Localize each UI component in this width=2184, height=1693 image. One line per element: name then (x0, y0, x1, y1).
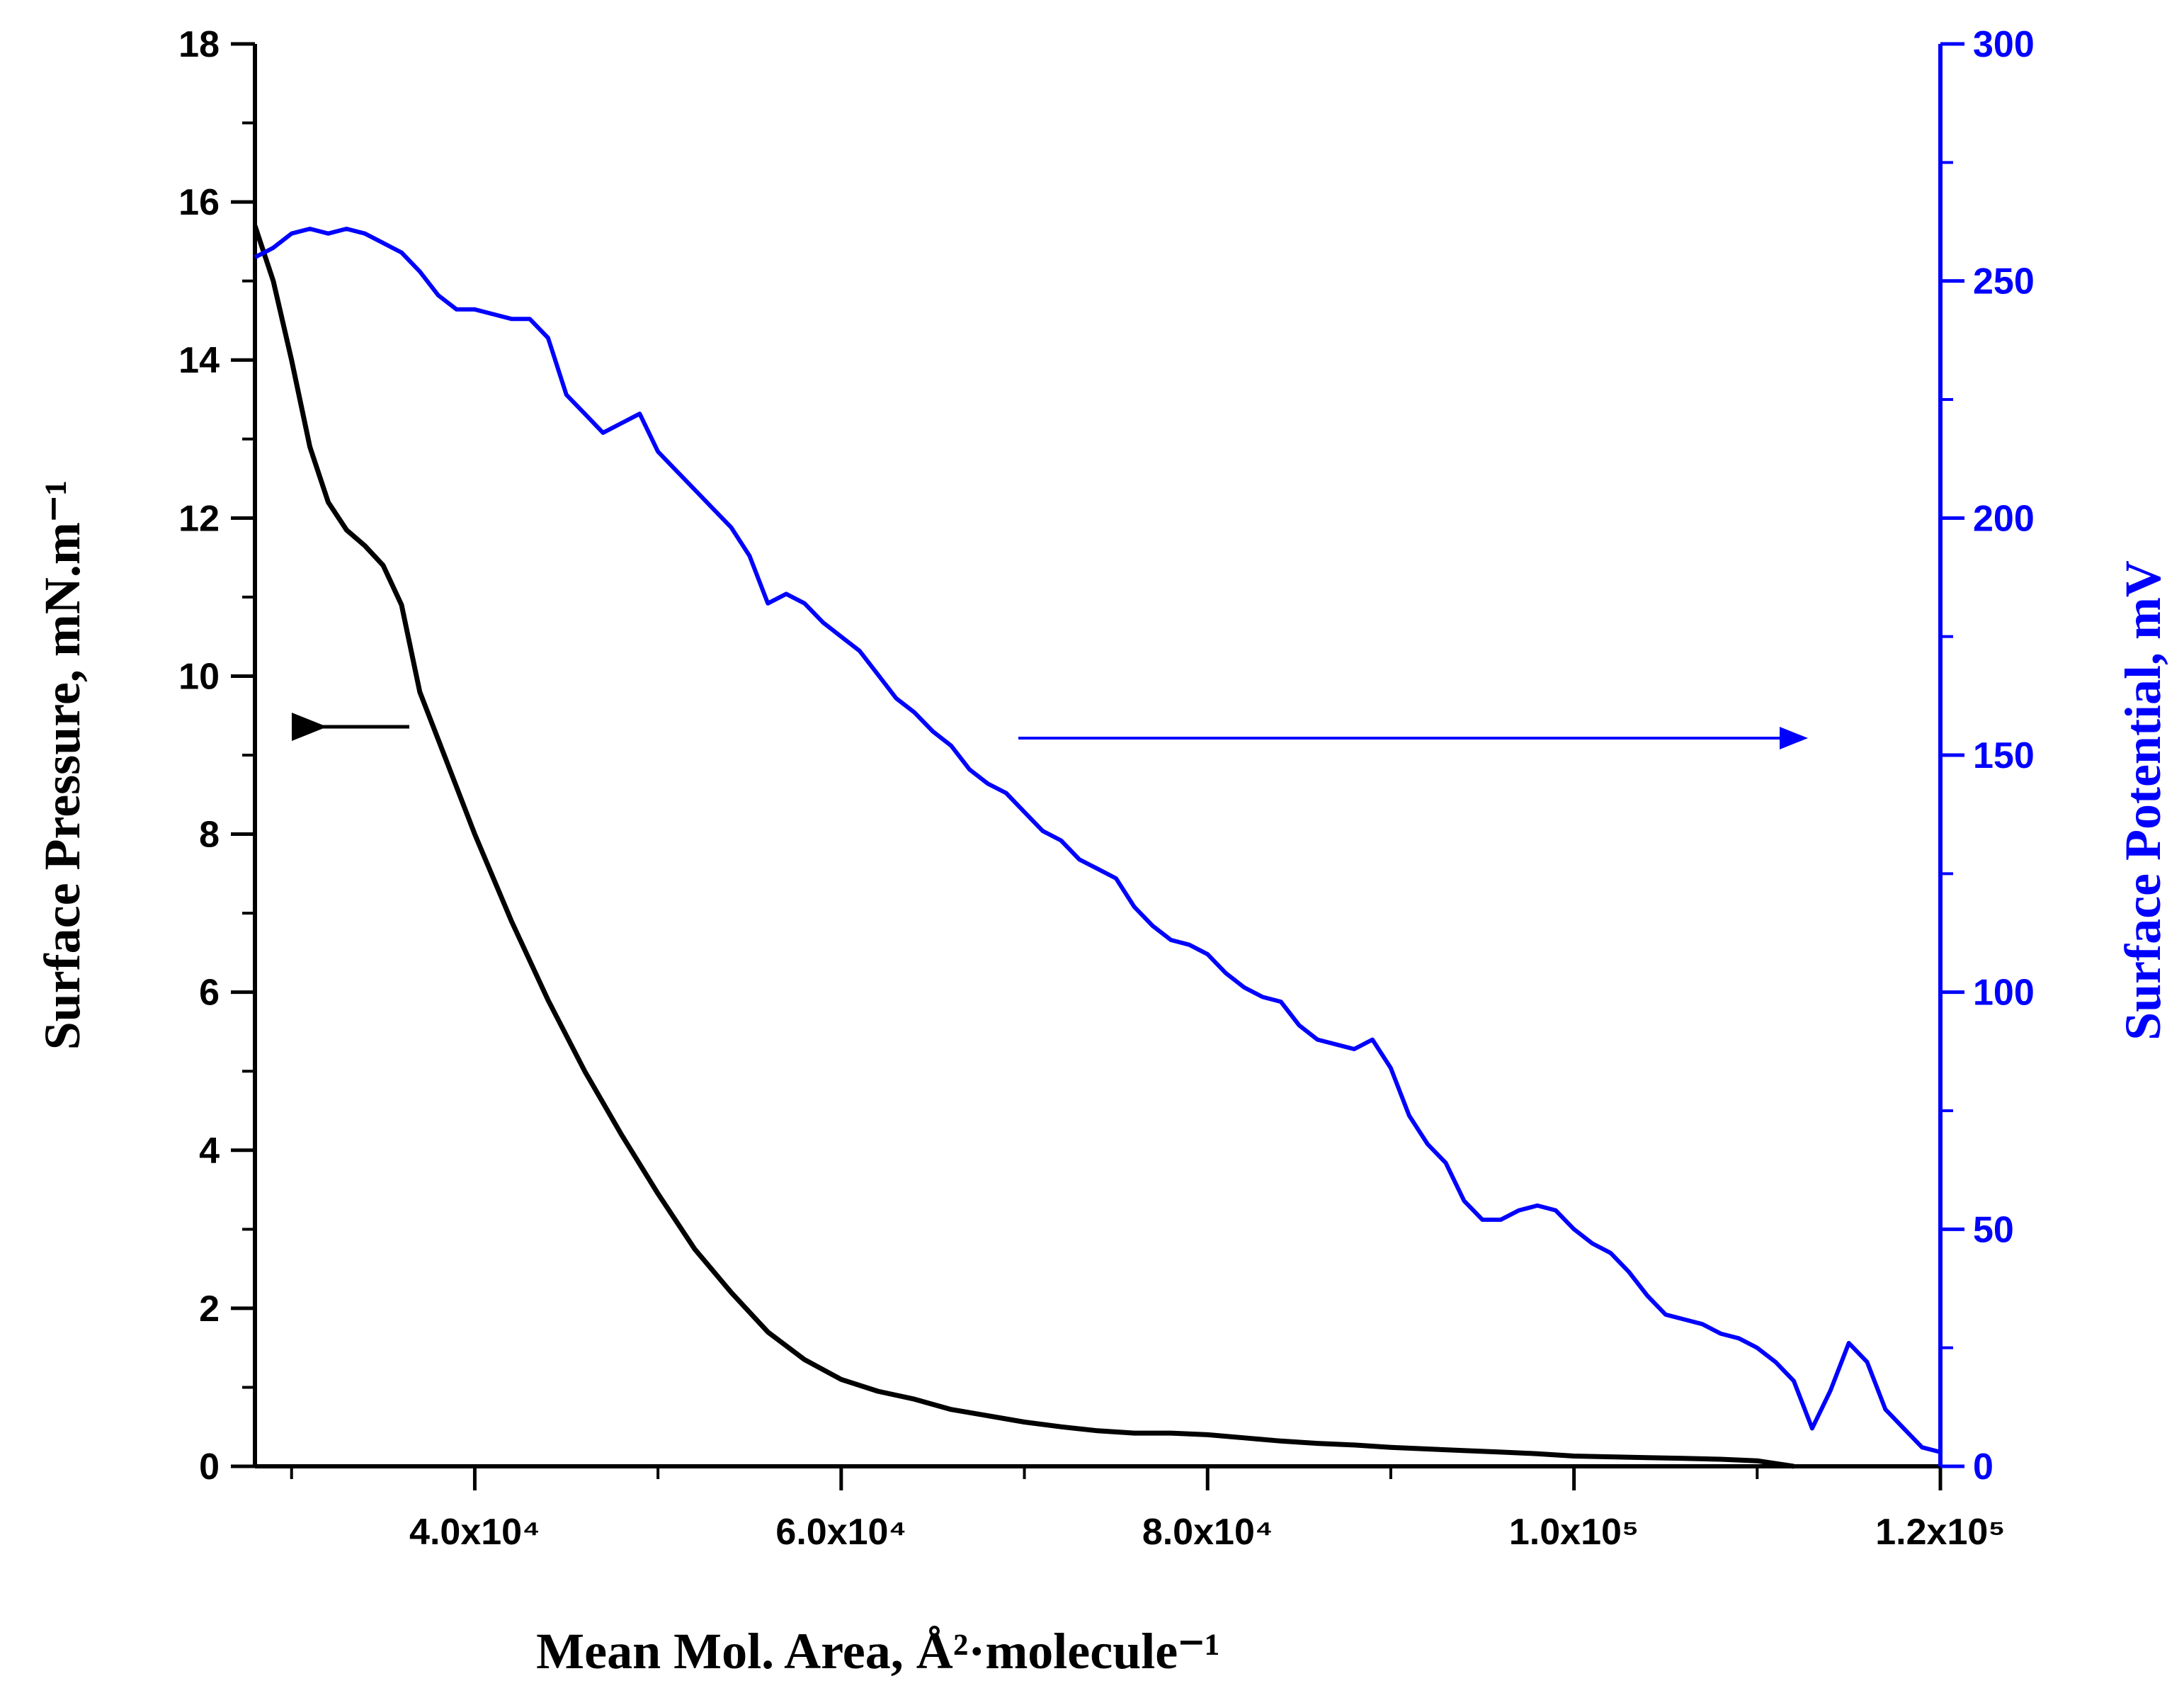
y-left-tick-label: 16 (178, 182, 220, 223)
x-tick-label: 8.0x10⁴ (1142, 1512, 1273, 1553)
y-left-tick-label: 14 (178, 340, 220, 381)
y-right-tick-label: 50 (1973, 1209, 2014, 1250)
x-tick-label: 4.0x10⁴ (409, 1512, 540, 1553)
y-right-tick-label: 150 (1973, 735, 2035, 776)
x-tick-label: 6.0x10⁴ (775, 1512, 906, 1553)
y-left-tick-label: 12 (178, 498, 220, 539)
x-axis-ticks: 4.0x10⁴ 6.0x10⁴ 8.0x10⁴ 1.0x10⁵ 1.2x10⁵ (290, 1466, 2006, 1553)
series-layer (252, 225, 1941, 1469)
right-y-axis-title: Surface Potential, mV (2115, 560, 2171, 1041)
x-axis-title: Mean Mol. Area, Å²·molecule⁻¹ (536, 1623, 1220, 1680)
x-tick-label: 1.2x10⁵ (1875, 1512, 2005, 1553)
left-y-axis-ticks: 0 2 4 6 8 10 12 14 16 18 (178, 24, 255, 1488)
y-left-tick-label: 0 (199, 1446, 220, 1488)
surface-pressure-line (252, 225, 1795, 1469)
y-right-tick-label: 0 (1973, 1446, 1994, 1488)
x-tick-label: 1.0x10⁵ (1509, 1512, 1639, 1553)
y-left-tick-label: 6 (199, 973, 220, 1014)
y-left-tick-label: 8 (199, 815, 220, 856)
left-y-axis-title: Surface Pressure, mN.m⁻¹ (34, 480, 91, 1051)
y-left-tick-label: 10 (178, 656, 220, 697)
right-y-axis-ticks: 0 50 100 150 200 250 300 (1940, 24, 2035, 1488)
y-right-tick-label: 100 (1973, 973, 2035, 1014)
y-left-tick-label: 2 (199, 1289, 220, 1330)
y-right-tick-label: 200 (1973, 498, 2035, 539)
y-left-tick-label: 4 (199, 1131, 220, 1172)
y-left-tick-label: 18 (178, 24, 220, 65)
y-right-tick-label: 250 (1973, 261, 2035, 302)
y-right-tick-label: 300 (1973, 24, 2035, 65)
surface-potential-line (254, 227, 1941, 1454)
